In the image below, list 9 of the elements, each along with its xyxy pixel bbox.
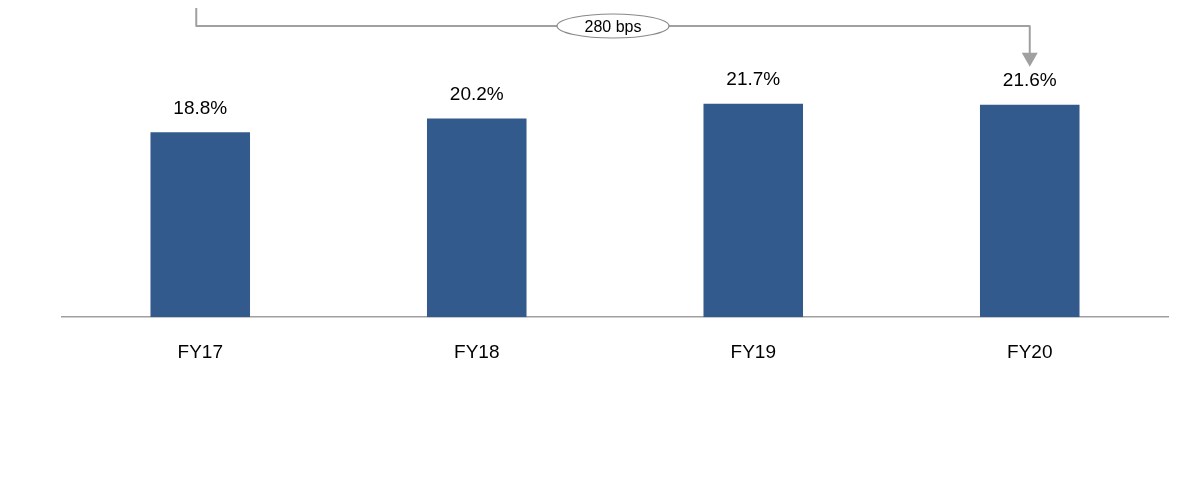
data-label: 21.6% [1002,69,1057,91]
x-tick-label: FY20 [1007,340,1053,362]
data-label: 18.8% [173,96,228,118]
data-label: 21.7% [726,68,781,90]
x-tick-label: FY18 [454,340,500,362]
x-tick-label: FY17 [177,340,223,362]
text: 280 bps [584,18,642,35]
x-tick-label: FY19 [730,340,776,362]
data-label: 20.2% [449,83,504,105]
